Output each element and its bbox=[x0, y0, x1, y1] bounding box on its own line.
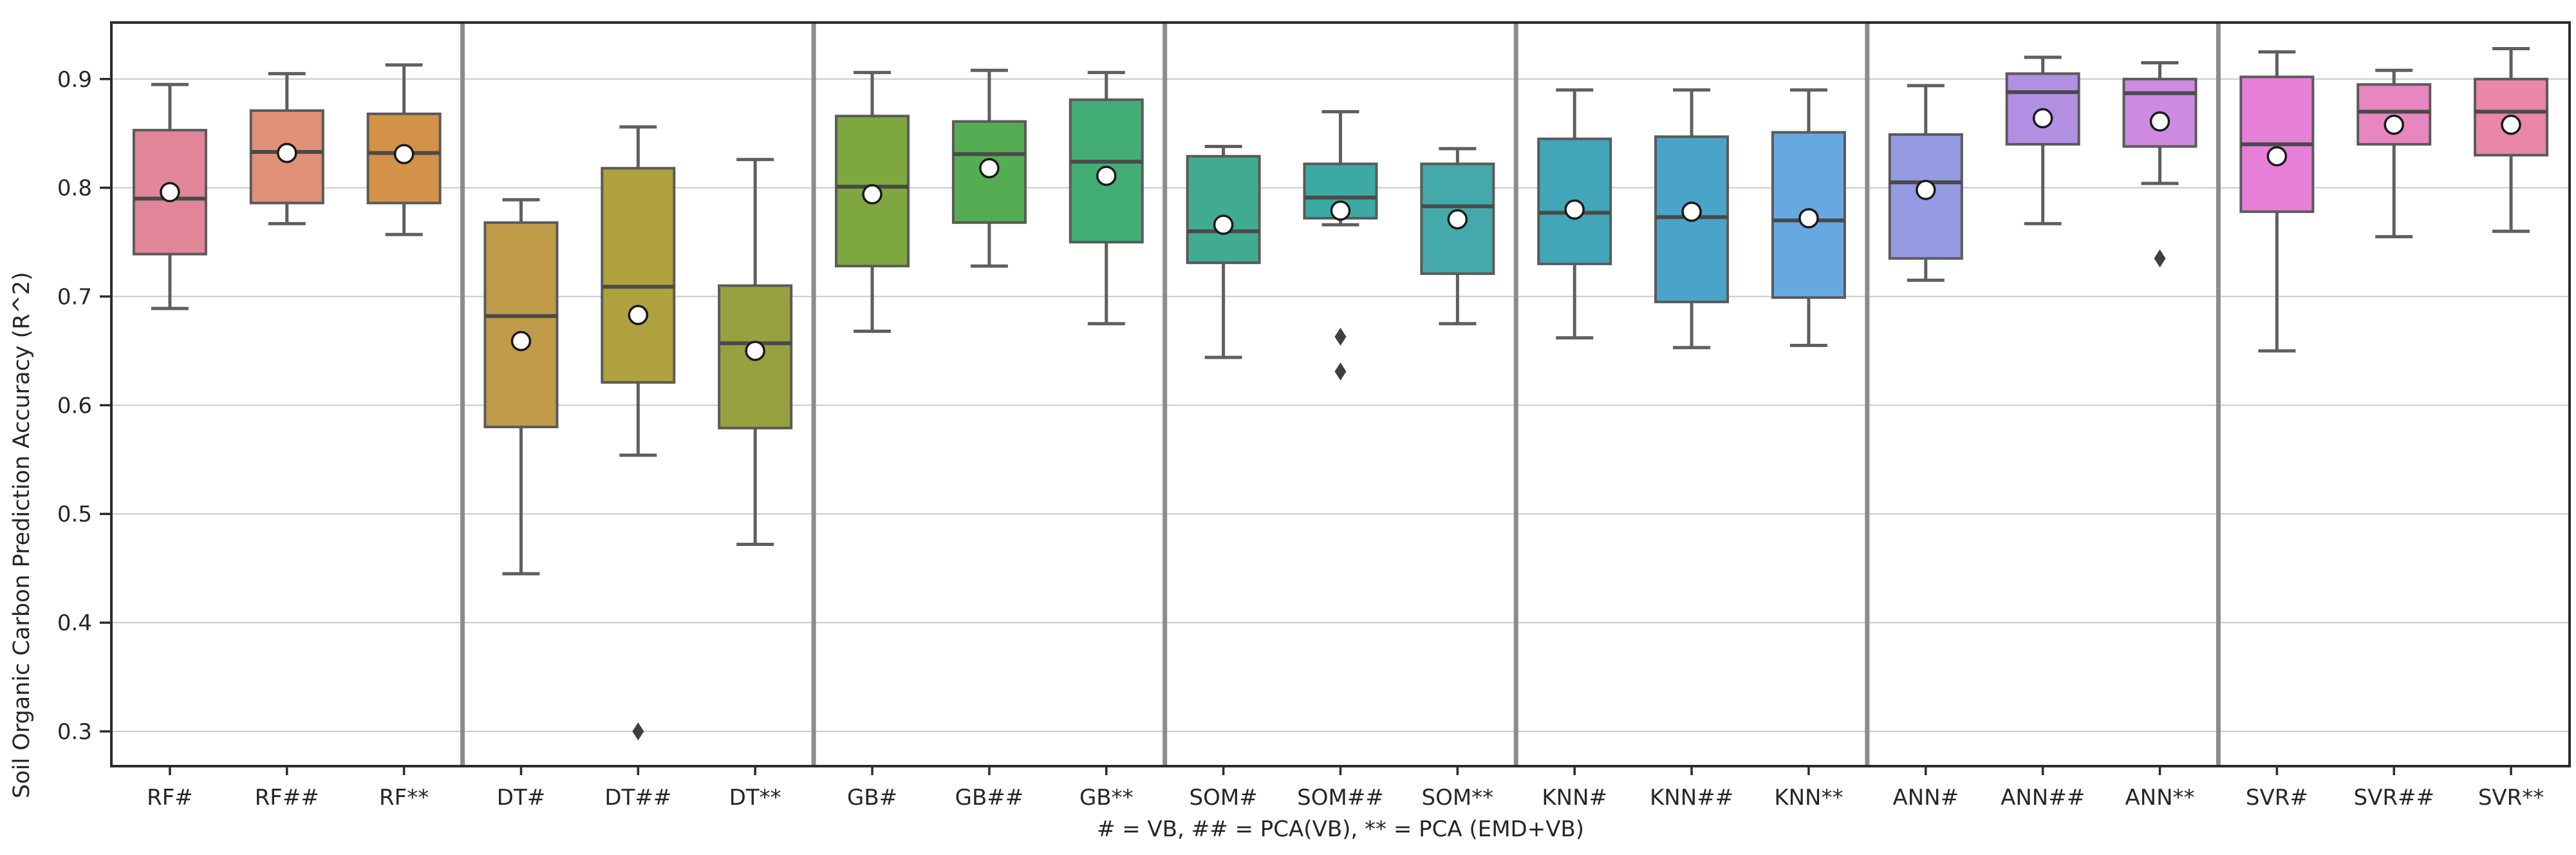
mean-marker bbox=[862, 184, 882, 205]
mean-marker bbox=[2032, 108, 2053, 129]
x-tick-label: SVR# bbox=[2246, 785, 2308, 811]
box-RF# bbox=[132, 82, 207, 310]
outlier-diamond bbox=[2154, 249, 2166, 268]
box-DT# bbox=[483, 198, 559, 576]
x-tick-label: KNN## bbox=[1650, 785, 1733, 811]
x-tick-label: SOM# bbox=[1190, 785, 1258, 811]
x-tick-label: SOM** bbox=[1422, 785, 1494, 811]
box-DT## bbox=[601, 125, 676, 740]
x-tick-label: KNN# bbox=[1542, 785, 1607, 811]
box-SVR## bbox=[2357, 68, 2432, 239]
y-tick-label: 0.9 bbox=[57, 67, 92, 93]
mean-marker bbox=[160, 182, 180, 203]
box-SVR# bbox=[2239, 50, 2315, 353]
box-GB# bbox=[835, 71, 910, 334]
x-tick-label: SVR** bbox=[2478, 785, 2544, 811]
iqr-box bbox=[835, 115, 910, 268]
mean-marker bbox=[277, 142, 297, 164]
mean-marker bbox=[1096, 165, 1117, 186]
box-DT** bbox=[718, 158, 793, 547]
mean-marker bbox=[1447, 209, 1468, 230]
y-tick-label: 0.8 bbox=[57, 176, 92, 202]
iqr-box bbox=[1186, 155, 1261, 265]
mean-marker bbox=[979, 158, 1000, 179]
box-KNN# bbox=[1537, 88, 1612, 340]
y-tick-label: 0.3 bbox=[57, 719, 92, 745]
mean-marker bbox=[510, 331, 532, 352]
mean-marker bbox=[1798, 208, 1819, 229]
x-tick-label: RF## bbox=[255, 785, 319, 811]
box-KNN## bbox=[1654, 88, 1730, 350]
y-tick-label: 0.4 bbox=[57, 610, 92, 636]
mean-marker bbox=[1330, 200, 1351, 221]
mean-marker bbox=[1916, 180, 1936, 200]
x-tick-label: DT# bbox=[497, 785, 545, 811]
x-axis-label: # = VB, ## = PCA(VB), ** = PCA (EMD+VB) bbox=[1096, 816, 1585, 842]
mean-marker bbox=[2501, 114, 2521, 135]
outlier-diamond bbox=[632, 722, 644, 740]
box-ANN# bbox=[1888, 84, 1963, 282]
iqr-box bbox=[249, 109, 324, 205]
box-ANN** bbox=[2122, 61, 2198, 268]
x-tick-label: ANN** bbox=[2125, 785, 2194, 811]
box-ANN## bbox=[2005, 55, 2080, 225]
y-tick-label: 0.6 bbox=[57, 393, 92, 418]
iqr-box bbox=[601, 167, 676, 384]
y-tick-label: 0.5 bbox=[57, 502, 92, 527]
x-tick-label: RF# bbox=[147, 785, 193, 811]
x-tick-label: GB## bbox=[955, 785, 1024, 811]
x-tick-label: RF** bbox=[379, 785, 429, 811]
mean-marker bbox=[628, 305, 649, 325]
x-tick-label: SOM## bbox=[1297, 785, 1384, 811]
x-tick-label: ANN# bbox=[1892, 785, 1959, 811]
y-tick-label: 0.7 bbox=[57, 285, 92, 310]
mean-marker bbox=[1213, 214, 1234, 235]
iqr-box bbox=[2357, 83, 2432, 146]
mean-marker bbox=[745, 341, 765, 361]
x-axis: RF# RF## RF** DT# DT## DT** GB# GB## GB** SOM# SOM… bbox=[147, 766, 2544, 811]
outlier-diamond bbox=[1334, 328, 1347, 346]
mean-marker bbox=[2384, 114, 2404, 135]
box-KNN** bbox=[1771, 88, 1846, 348]
iqr-box bbox=[483, 221, 559, 429]
box-SOM# bbox=[1186, 145, 1261, 359]
mean-marker bbox=[393, 144, 415, 165]
box-RF## bbox=[249, 71, 324, 225]
group-separators bbox=[460, 23, 2221, 766]
x-tick-label: GB# bbox=[847, 785, 897, 811]
x-tick-label: GB** bbox=[1079, 785, 1134, 811]
mean-marker bbox=[2266, 146, 2288, 167]
iqr-box bbox=[2005, 72, 2080, 146]
box-SVR** bbox=[2474, 47, 2549, 233]
box-RF** bbox=[366, 63, 442, 236]
x-tick-label: ANN## bbox=[2001, 785, 2085, 811]
mean-marker bbox=[1564, 199, 1585, 220]
x-tick-label: DT** bbox=[729, 785, 781, 811]
box-SOM## bbox=[1303, 109, 1378, 381]
y-axis-label: Soil Organic Carbon Prediction Accuracy … bbox=[9, 272, 35, 798]
x-tick-label: DT## bbox=[604, 785, 671, 811]
y-axis: 0.3 0.4 0.5 0.6 0.7 0.8 0.9 bbox=[57, 67, 111, 745]
mean-marker bbox=[1681, 202, 1702, 222]
box-SOM** bbox=[1420, 147, 1495, 326]
box-GB** bbox=[1069, 71, 1144, 326]
x-tick-label: SVR## bbox=[2353, 785, 2434, 811]
mean-marker bbox=[2149, 111, 2170, 132]
box-GB## bbox=[951, 68, 1027, 268]
outlier-diamond bbox=[1334, 362, 1347, 381]
iqr-box bbox=[1888, 133, 1963, 260]
x-tick-label: KNN** bbox=[1774, 785, 1843, 811]
